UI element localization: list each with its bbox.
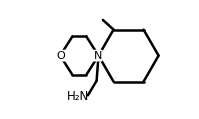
Text: N: N	[93, 51, 102, 61]
Text: H₂N: H₂N	[67, 90, 89, 103]
Text: O: O	[57, 51, 65, 61]
